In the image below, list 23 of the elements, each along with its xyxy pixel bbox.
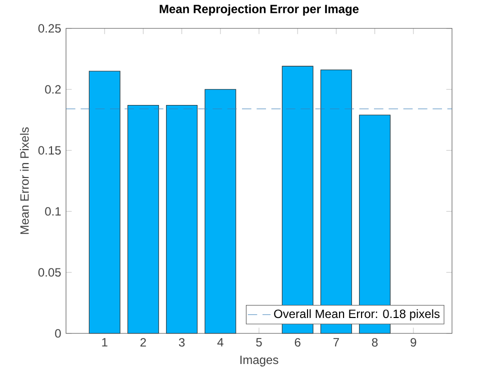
legend-label: Overall Mean Error: 0.18 pixels <box>274 309 440 320</box>
y-tick-label: 0.25 <box>38 24 61 32</box>
y-tick-label: 0.1 <box>45 206 61 216</box>
x-tick-label: 5 <box>256 338 262 346</box>
bar <box>88 70 120 334</box>
bar <box>128 104 159 334</box>
y-tick-label: 0.15 <box>38 146 61 154</box>
x-tick-label: 3 <box>178 338 185 346</box>
bar <box>204 88 236 334</box>
y-tick-label: 0 <box>55 328 61 338</box>
y-axis-title: Mean Error in Pixels <box>20 127 29 234</box>
x-tick-label: 1 <box>102 338 108 346</box>
bar <box>166 104 198 334</box>
x-tick-label: 4 <box>217 338 224 346</box>
chart-title: Mean Reprojection Error per Image <box>160 4 359 16</box>
x-tick-label: 2 <box>140 338 146 346</box>
y-tick-label: 0.2 <box>45 84 61 94</box>
x-tick-label: 9 <box>410 338 416 346</box>
x-axis-title: Images <box>240 356 278 366</box>
x-tick-label: 7 <box>333 338 339 346</box>
x-tick-label: 8 <box>372 338 378 346</box>
x-tick-label: 6 <box>294 338 300 346</box>
y-tick-label: 0.05 <box>38 268 61 276</box>
